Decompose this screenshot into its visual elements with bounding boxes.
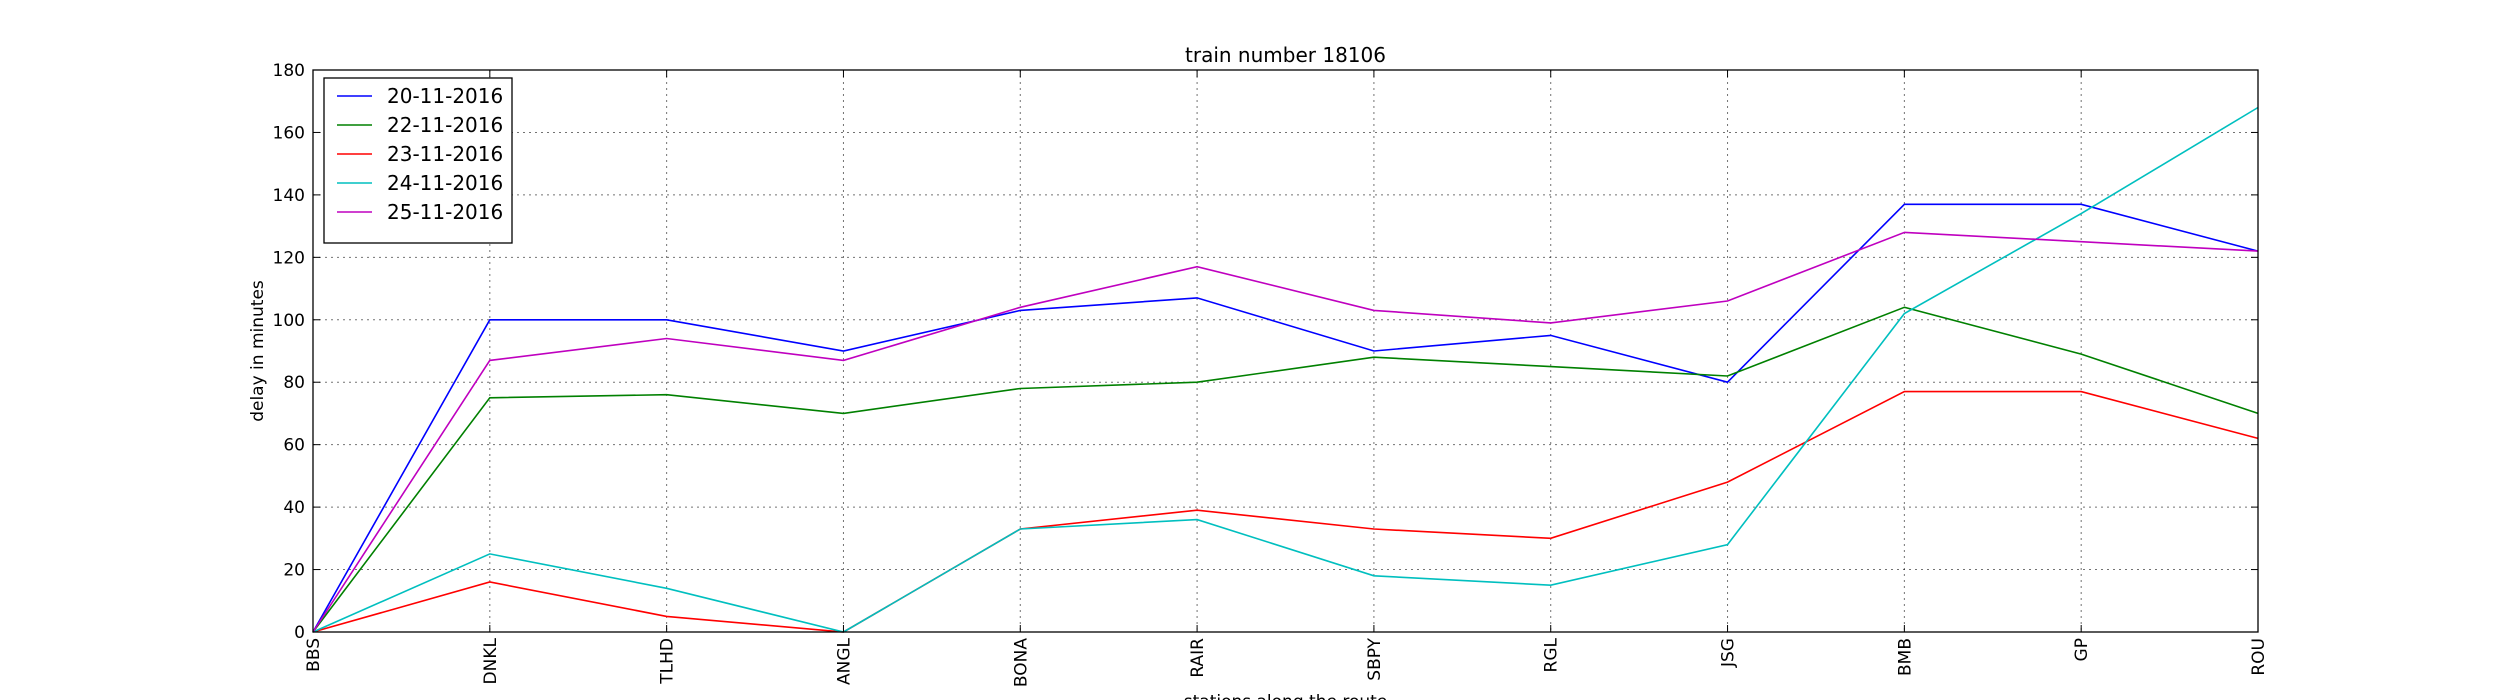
axis-ticks: BBS DNKL TLHD ANGL BONA RAIR SBPY RGL JSG BMB GP RO…	[273, 61, 2269, 687]
x-tick-label: ANGL	[834, 637, 854, 685]
legend-label: 22-11-2016	[387, 113, 503, 137]
series-lines	[312, 106, 2259, 633]
y-tick-label: 80	[283, 373, 305, 393]
x-tick-label: RGL	[1542, 637, 1562, 672]
chart-title: train number 18106	[1185, 43, 1386, 67]
x-tick-label: BBS	[304, 638, 324, 672]
x-axis-label: stations along the route	[1184, 692, 1388, 700]
series-line-24-11-2016	[312, 106, 2259, 633]
x-tick-label: GP	[2072, 638, 2092, 661]
y-tick-label: 140	[273, 186, 305, 206]
y-tick-label: 180	[273, 61, 305, 81]
legend-box	[323, 77, 513, 244]
y-tick-label: 160	[273, 123, 305, 143]
x-tick-label: DNKL	[481, 637, 501, 684]
legend-label: 20-11-2016	[387, 84, 503, 108]
x-tick-label: JSG	[1719, 638, 1739, 668]
y-tick-label: 100	[273, 311, 305, 331]
series-line-20-11-2016	[312, 203, 2259, 633]
x-tick-label: ROU	[2249, 638, 2269, 676]
x-tick-label: BONA	[1011, 638, 1031, 687]
y-axis-label: delay in minutes	[248, 280, 268, 422]
legend-label: 24-11-2016	[387, 171, 503, 195]
series-line-23-11-2016	[312, 390, 2259, 633]
x-tick-label: RAIR	[1188, 638, 1208, 678]
legend-label: 25-11-2016	[387, 200, 503, 224]
y-tick-label: 60	[283, 436, 305, 456]
y-tick-label: 0	[294, 623, 305, 643]
y-tick-label: 20	[283, 561, 305, 581]
plot-frame	[312, 69, 2259, 633]
series-line-25-11-2016	[312, 231, 2259, 633]
legend: 20-11-2016 22-11-2016 23-11-2016 24-11-2016…	[323, 77, 513, 244]
x-tick-label: TLHD	[658, 638, 678, 685]
y-tick-label: 120	[273, 248, 305, 268]
series-line-22-11-2016	[312, 306, 2259, 633]
legend-label: 23-11-2016	[387, 142, 503, 166]
y-tick-label: 40	[283, 498, 305, 518]
x-tick-label: SBPY	[1365, 637, 1385, 680]
x-tick-label: BMB	[1895, 638, 1915, 676]
